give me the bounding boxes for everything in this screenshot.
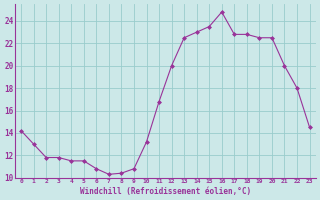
X-axis label: Windchill (Refroidissement éolien,°C): Windchill (Refroidissement éolien,°C) bbox=[80, 187, 251, 196]
